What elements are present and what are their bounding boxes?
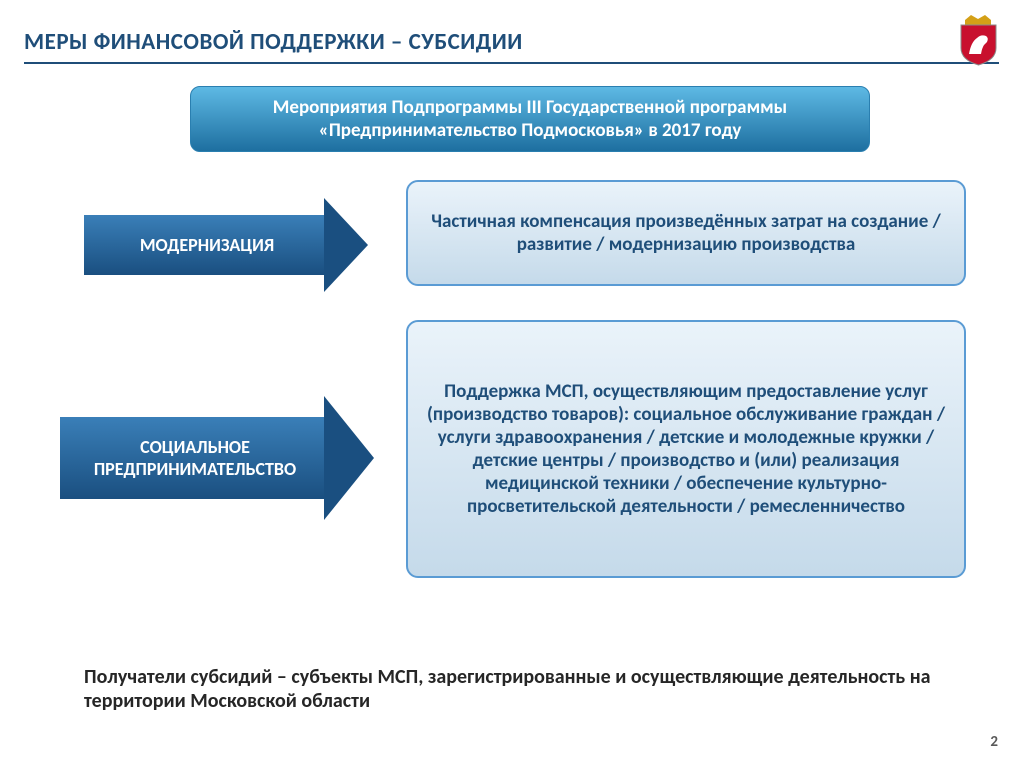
title-underline: [24, 62, 999, 64]
page-title: МЕРЫ ФИНАНСОВОЙ ПОДДЕРЖКИ – СУБСИДИИ: [24, 28, 523, 56]
arrow-modernization: МОДЕРНИЗАЦИЯ: [84, 198, 368, 292]
footer-text: Получатели субсидий – субъекты МСП, заре…: [84, 665, 944, 713]
arrow-head-icon: [324, 396, 374, 520]
desc-text: Поддержка МСП, осуществляющим предоставл…: [426, 380, 946, 518]
emblem-icon: [951, 12, 1006, 67]
desc-modernization: Частичная компенсация произведённых затр…: [406, 180, 966, 286]
title-text: МЕРЫ ФИНАНСОВОЙ ПОДДЕРЖКИ – СУБСИДИИ: [24, 28, 523, 56]
arrow-label: СОЦИАЛЬНОЕ ПРЕДПРИНИМАТЕЛЬСТВО: [76, 436, 314, 480]
desc-text: Частичная компенсация произведённых затр…: [426, 210, 946, 256]
page-number: 2: [990, 733, 998, 751]
banner-line2: «Предпринимательство Подмосковья» в 2017…: [319, 119, 742, 142]
banner: Мероприятия Подпрограммы III Государстве…: [190, 86, 870, 152]
banner-line1: Мероприятия Подпрограммы III Государстве…: [273, 96, 787, 119]
arrow-head-icon: [324, 198, 368, 292]
desc-social: Поддержка МСП, осуществляющим предоставл…: [406, 320, 966, 578]
arrow-label: МОДЕРНИЗАЦИЯ: [140, 234, 274, 256]
arrow-social: СОЦИАЛЬНОЕ ПРЕДПРИНИМАТЕЛЬСТВО: [60, 396, 374, 520]
